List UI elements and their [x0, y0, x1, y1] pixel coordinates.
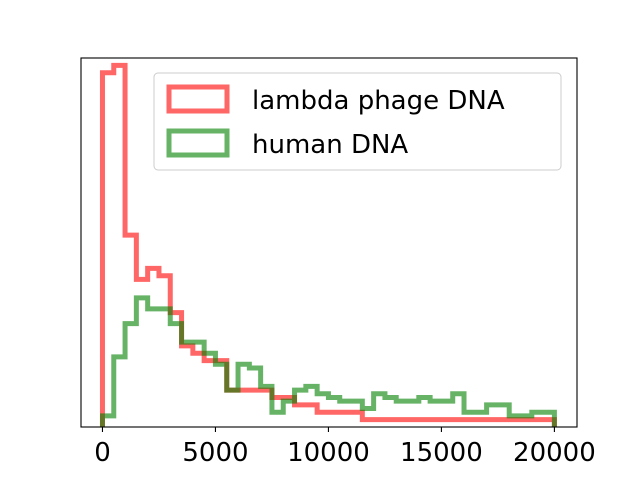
legend: lambda phage DNA human DNA	[153, 72, 562, 171]
x-tick-label: 20000	[513, 438, 596, 468]
legend-box	[153, 72, 562, 171]
series-1-step-line	[99, 295, 557, 427]
plot-area	[99, 62, 557, 427]
series-0-step-line	[99, 62, 557, 427]
legend-label-0: lambda phage DNA	[252, 86, 505, 116]
legend-swatch-0	[166, 84, 230, 114]
legend-label-1: human DNA	[252, 130, 408, 160]
x-tick-label: 0	[94, 438, 111, 468]
legend-swatch-1	[166, 128, 230, 158]
axes-frame	[80, 57, 578, 428]
x-tick-label: 15000	[400, 438, 483, 468]
x-axis: 0 5000 10000 15000 20000	[94, 427, 596, 468]
x-tick-label: 10000	[287, 438, 370, 468]
x-tick-label: 5000	[182, 438, 248, 468]
